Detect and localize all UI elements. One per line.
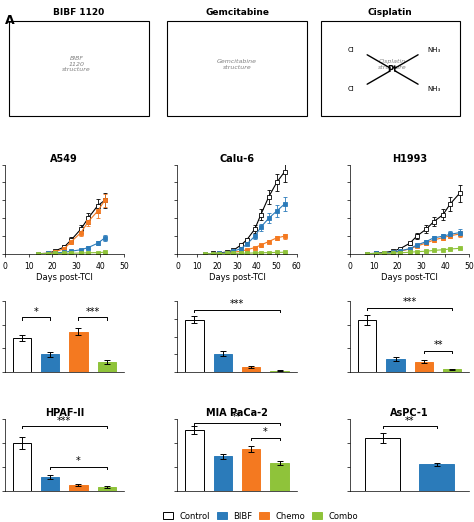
Bar (415, 362, 433, 372)
Text: *: * (263, 428, 268, 437)
Text: ***: *** (402, 297, 417, 307)
Text: ***: *** (85, 307, 100, 317)
Text: *: * (76, 456, 81, 466)
Bar (419, 465, 455, 491)
Legend: Control, BIBF, Chemo, Combo: Control, BIBF, Chemo, Combo (160, 509, 361, 522)
Bar (185, 319, 204, 372)
Bar (320, 21, 460, 116)
Text: A: A (5, 14, 14, 27)
Title: MIA PaCa-2: MIA PaCa-2 (206, 408, 268, 418)
Text: ***: *** (230, 299, 244, 309)
Bar (270, 463, 289, 491)
Text: Gemcitabine: Gemcitabine (205, 8, 269, 17)
Bar (443, 370, 462, 372)
Bar (185, 430, 204, 491)
Bar (242, 449, 260, 491)
Text: Gemcitabine
structure: Gemcitabine structure (217, 58, 257, 69)
Bar (98, 362, 116, 372)
Bar (214, 353, 232, 372)
Text: BIBF 1120: BIBF 1120 (54, 8, 105, 17)
Bar (270, 371, 289, 372)
Bar (69, 485, 88, 491)
Text: NH₃: NH₃ (428, 47, 441, 53)
Text: NH₃: NH₃ (428, 86, 441, 92)
Title: Calu-6: Calu-6 (219, 154, 255, 164)
Text: *: * (34, 307, 38, 317)
X-axis label: Days post-TCI: Days post-TCI (381, 274, 438, 282)
Title: H1993: H1993 (392, 154, 427, 164)
Text: Cisplatin: Cisplatin (368, 8, 413, 17)
Text: Cl: Cl (347, 86, 354, 92)
Title: AsPC-1: AsPC-1 (391, 408, 429, 418)
Bar (214, 456, 232, 491)
Bar (167, 21, 307, 116)
Bar (386, 359, 405, 372)
Bar (365, 438, 400, 491)
Bar (358, 320, 376, 372)
Bar (242, 367, 260, 372)
Text: Cisplatin
structure: Cisplatin structure (378, 58, 407, 69)
Bar (69, 332, 88, 372)
Bar (98, 487, 116, 491)
Text: **: ** (433, 340, 443, 350)
Bar (41, 354, 59, 372)
Text: ***: *** (57, 416, 72, 425)
Text: **: ** (232, 412, 242, 422)
Text: BIBF
1120
structure: BIBF 1120 structure (63, 56, 91, 73)
Title: HPAF-II: HPAF-II (45, 408, 84, 418)
X-axis label: Days post-TCI: Days post-TCI (36, 274, 93, 282)
Bar (41, 477, 59, 491)
Bar (12, 443, 31, 491)
Title: A549: A549 (50, 154, 78, 164)
Text: Cl: Cl (347, 47, 354, 53)
Bar (12, 338, 31, 372)
Text: **: ** (405, 416, 414, 425)
Bar (9, 21, 149, 116)
X-axis label: Days post-TCI: Days post-TCI (209, 274, 265, 282)
Text: Pt: Pt (387, 65, 398, 74)
